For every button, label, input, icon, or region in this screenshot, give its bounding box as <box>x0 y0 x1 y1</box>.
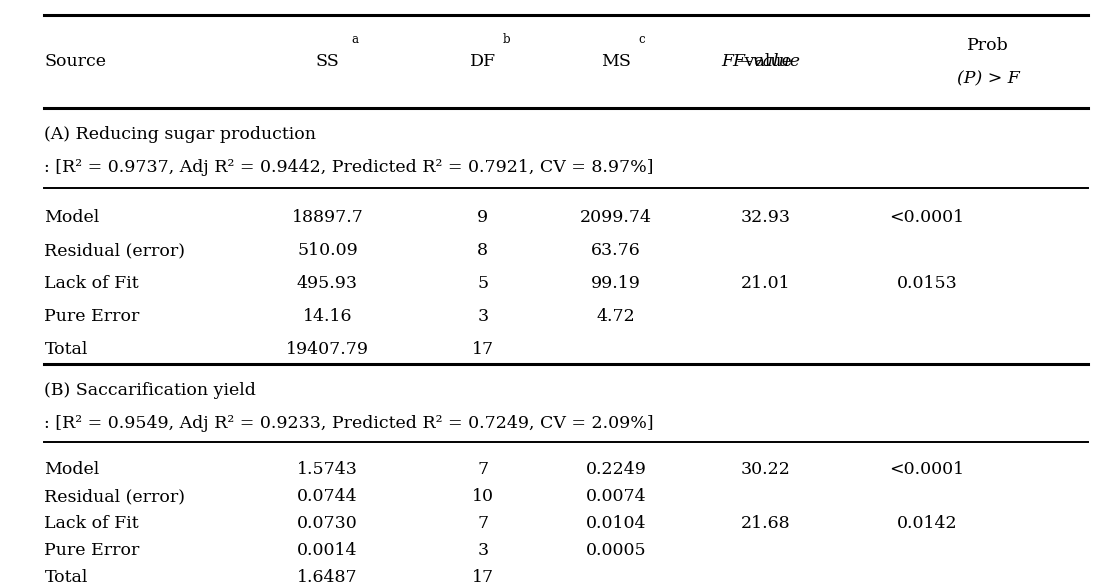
Text: a: a <box>352 33 359 46</box>
Text: (P) > F: (P) > F <box>957 70 1019 88</box>
Text: Total: Total <box>44 569 88 586</box>
Text: 0.0014: 0.0014 <box>297 542 357 560</box>
Text: 3: 3 <box>477 308 488 325</box>
Text: (A) Reducing sugar production: (A) Reducing sugar production <box>44 126 316 144</box>
Text: 7: 7 <box>477 461 488 479</box>
Text: Pure Error: Pure Error <box>44 308 140 325</box>
Text: : [R² = 0.9549, Adj R² = 0.9233, Predicted R² = 0.7249, CV = 2.09%]: : [R² = 0.9549, Adj R² = 0.9233, Predict… <box>44 414 654 432</box>
Text: 0.2249: 0.2249 <box>586 461 646 479</box>
Text: 14.16: 14.16 <box>303 308 352 325</box>
Text: SS: SS <box>315 53 340 70</box>
Text: : [R² = 0.9737, Adj R² = 0.9442, Predicted R² = 0.7921, CV = 8.97%]: : [R² = 0.9737, Adj R² = 0.9442, Predict… <box>44 158 654 176</box>
Text: Pure Error: Pure Error <box>44 542 140 560</box>
Text: 0.0744: 0.0744 <box>297 488 357 506</box>
Text: 0.0730: 0.0730 <box>297 515 357 533</box>
Text: 495.93: 495.93 <box>297 275 357 292</box>
Text: 9: 9 <box>477 209 488 227</box>
Text: 5: 5 <box>477 275 488 292</box>
Text: 1.5743: 1.5743 <box>297 461 357 479</box>
Text: Model: Model <box>44 209 100 227</box>
Text: MS: MS <box>602 53 630 70</box>
Text: 0.0104: 0.0104 <box>586 515 646 533</box>
Text: 10: 10 <box>472 488 494 506</box>
Text: 63.76: 63.76 <box>592 242 640 260</box>
Text: F–value: F–value <box>731 53 800 70</box>
Text: 32.93: 32.93 <box>740 209 791 227</box>
Text: 19407.79: 19407.79 <box>286 340 369 358</box>
Text: 8: 8 <box>477 242 488 260</box>
Text: 510.09: 510.09 <box>297 242 357 260</box>
Text: 4.72: 4.72 <box>597 308 635 325</box>
Text: –value: –value <box>736 53 791 70</box>
Text: 1.6487: 1.6487 <box>297 569 357 586</box>
Text: Source: Source <box>44 53 107 70</box>
Text: Residual (error): Residual (error) <box>44 488 185 506</box>
Text: 17: 17 <box>472 569 494 586</box>
Text: 18897.7: 18897.7 <box>292 209 363 227</box>
Text: 0.0005: 0.0005 <box>586 542 646 560</box>
Text: Lack of Fit: Lack of Fit <box>44 515 139 533</box>
Text: 99.19: 99.19 <box>592 275 640 292</box>
Text: 17: 17 <box>472 340 494 358</box>
Text: (B) Saccarification yield: (B) Saccarification yield <box>44 382 256 400</box>
Text: 30.22: 30.22 <box>741 461 790 479</box>
Text: 7: 7 <box>477 515 488 533</box>
Text: Total: Total <box>44 340 88 358</box>
Text: 3: 3 <box>477 542 488 560</box>
Text: DF: DF <box>470 53 496 70</box>
Text: <0.0001: <0.0001 <box>889 461 965 479</box>
Text: Model: Model <box>44 461 100 479</box>
Text: 0.0153: 0.0153 <box>897 275 957 292</box>
Text: c: c <box>638 33 645 46</box>
Text: 21.68: 21.68 <box>741 515 790 533</box>
Text: Prob: Prob <box>967 36 1009 54</box>
Text: Residual (error): Residual (error) <box>44 242 185 260</box>
Text: 0.0074: 0.0074 <box>586 488 646 506</box>
Text: b: b <box>503 33 511 46</box>
Text: 0.0142: 0.0142 <box>897 515 957 533</box>
Text: 2099.74: 2099.74 <box>581 209 652 227</box>
Text: 21.01: 21.01 <box>741 275 790 292</box>
Text: <0.0001: <0.0001 <box>889 209 965 227</box>
Text: F: F <box>722 53 734 70</box>
Text: Lack of Fit: Lack of Fit <box>44 275 139 292</box>
